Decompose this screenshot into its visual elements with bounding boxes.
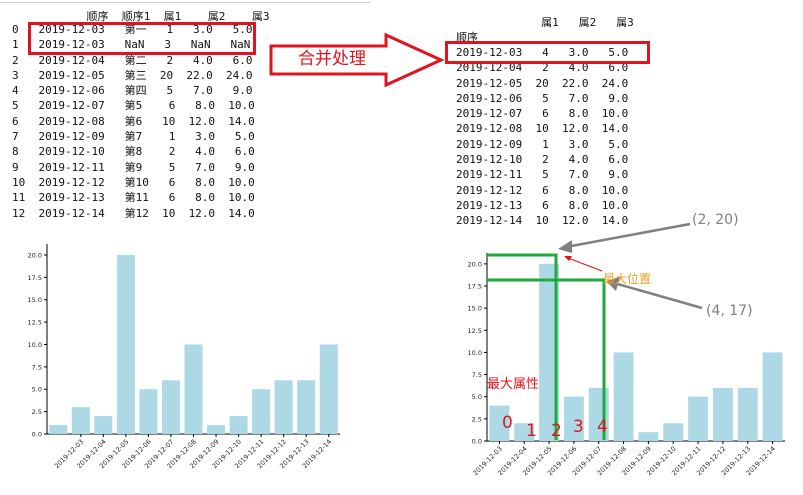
right-chart-ytick-label-8: 20.0 (468, 260, 482, 268)
left-table-row-4: 4 2019-12-06 第四 5 7.0 9.0 (12, 84, 253, 98)
left-table-row-5: 5 2019-12-07 第5 6 8.0 10.0 (12, 99, 255, 113)
right-chart-bar-3 (563, 396, 584, 441)
left-table: 0 2019-12-03 第一 1 3.0 5.0 1 2019-12-03 Na… (12, 22, 255, 221)
gray-arrow-a-head (558, 240, 572, 253)
left-chart-bar-4 (139, 389, 158, 434)
right-table-row-4: 2019-12-07 6 8.0 10.0 (456, 107, 629, 121)
left-chart-bar-7 (207, 425, 226, 434)
index-label-4: 4 (597, 417, 608, 437)
left-chart-bar-5 (161, 380, 180, 434)
gray-arrow-b (613, 281, 703, 310)
right-chart-ytick-label-5: 12.5 (468, 327, 482, 335)
right-table-index-label: 顺序 (456, 31, 478, 44)
right-chart-ytick-label-2: 5.0 (472, 393, 482, 401)
left-highlight-box (28, 22, 256, 55)
right-table-row-2: 2019-12-05 20 22.0 24.0 (456, 76, 629, 90)
merge-arrow (269, 32, 445, 88)
right-table-row-6: 2019-12-09 1 3.0 5.0 (456, 137, 629, 151)
green-guide-max (487, 253, 558, 440)
left-chart-ytick-label-7: 17.5 (28, 274, 42, 282)
left-table-row-8: 8 2019-12-10 第8 2 4.0 6.0 (12, 145, 255, 159)
left-table-row-7: 7 2019-12-09 第7 1 3.0 5.0 (12, 130, 255, 144)
coord-label-b: (4, 17) (706, 303, 753, 319)
left-table-header: 顺序 顺序1 属1 属2 属3 (60, 10, 270, 23)
left-chart-bar-2 (94, 416, 113, 434)
left-table-row-12: 12 2019-12-14 第12 10 12.0 14.0 (12, 206, 255, 220)
red-pointer-arrow (567, 257, 603, 272)
right-chart-ytick-label-0: 0.0 (472, 438, 482, 446)
right-table-row-10: 2019-12-13 6 8.0 10.0 (456, 198, 629, 212)
index-label-3: 3 (573, 417, 584, 437)
right-chart-ytick-label-3: 7.5 (472, 371, 482, 379)
right-table: 2019-12-03 4 3.0 5.0 2019-12-04 2 4.0 6.0… (456, 45, 628, 229)
right-chart-bar-0 (489, 405, 510, 441)
right-table-row-3: 2019-12-06 5 7.0 9.0 (456, 91, 629, 105)
left-table-row-1: 1 2019-12-03 NaN 3 NaN NaN (12, 38, 251, 52)
right-table-row-11: 2019-12-14 10 12.0 14.0 (456, 214, 629, 228)
max-position-label: 最大位置 (603, 272, 652, 286)
gray-arrow-b-head (606, 277, 620, 291)
left-table-row-6: 6 2019-12-08 第6 10 12.0 14.0 (12, 114, 255, 128)
right-chart-bar-11 (762, 352, 783, 441)
right-table-row-1: 2019-12-04 2 4.0 6.0 (456, 61, 629, 75)
left-chart-bar-10 (274, 380, 293, 434)
max-attribute-label: 最大属性 (487, 377, 540, 392)
right-table-row-9: 2019-12-12 6 8.0 10.0 (456, 183, 629, 197)
right-table-header: 属1 属2 属3 (455, 16, 634, 29)
left-chart-bar-6 (184, 344, 203, 434)
left-chart-ytick-label-8: 20.0 (28, 251, 42, 259)
green-guide-second (487, 278, 606, 440)
right-table-row-0: 2019-12-03 4 3.0 5.0 (456, 46, 629, 59)
left-table-row-10: 10 2019-12-12 第10 6 8.0 10.0 (12, 175, 255, 189)
right-chart-bar-1 (514, 423, 535, 441)
merge-label: 合并处理 (298, 49, 366, 69)
right-chart-bar-8 (688, 396, 709, 441)
right-chart-bar-6 (638, 432, 659, 441)
right-chart-ytick-label-1: 2.5 (472, 415, 482, 423)
left-chart-ytick-label-0: 0.0 (32, 431, 42, 439)
left-chart-ytick-label-1: 2.5 (32, 408, 42, 416)
coord-label-a: (2, 20) (692, 212, 739, 228)
left-chart-ytick-label-6: 15.0 (28, 296, 42, 304)
right-highlight-box (445, 41, 650, 64)
red-pointer-head (564, 256, 572, 261)
right-table-row-7: 2019-12-10 2 4.0 6.0 (456, 153, 629, 167)
left-chart-bar-1 (71, 407, 90, 434)
right-table-row-5: 2019-12-08 10 12.0 14.0 (456, 122, 629, 136)
left-table-row-11: 11 2019-12-13 第11 6 8.0 10.0 (12, 191, 255, 205)
left-chart-ytick-label-5: 12.5 (28, 319, 42, 327)
index-label-1: 1 (526, 421, 537, 441)
right-chart-bar-5 (613, 352, 634, 441)
index-label-0: 0 (502, 413, 513, 433)
left-table-row-0: 0 2019-12-03 第一 1 3.0 5.0 (12, 23, 253, 36)
left-chart-bar-11 (297, 380, 316, 434)
left-chart-ytick-label-4: 10.0 (28, 341, 42, 349)
right-chart-bar-2 (539, 263, 560, 441)
left-chart-bar-0 (49, 425, 68, 434)
left-table-row-3: 3 2019-12-05 第三 20 22.0 24.0 (12, 68, 253, 82)
top-divider (0, 2, 370, 3)
left-chart-bar-12 (319, 344, 338, 434)
right-chart-bar-10 (737, 387, 758, 441)
right-chart-bar-9 (712, 387, 733, 441)
gray-arrow-a (565, 222, 691, 249)
right-chart-ytick-label-4: 10.0 (468, 349, 482, 357)
left-table-row-9: 9 2019-12-11 第9 5 7.0 9.0 (12, 160, 255, 174)
left-chart-bar-8 (229, 416, 248, 434)
right-chart-ytick-label-7: 17.5 (468, 283, 482, 291)
left-chart-bar-9 (252, 389, 271, 434)
right-chart-ytick-label-6: 15.0 (468, 305, 482, 313)
left-chart-ytick-label-2: 5.0 (32, 386, 42, 394)
left-chart-ytick-label-3: 7.5 (32, 363, 42, 371)
left-table-row-2: 2 2019-12-04 第二 2 4.0 6.0 (12, 53, 253, 67)
left-chart-bar-3 (116, 254, 135, 434)
index-label-2: 2 (551, 421, 562, 441)
right-table-row-8: 2019-12-11 5 7.0 9.0 (456, 168, 629, 182)
left-bar-chart: 0.02.55.07.510.012.515.017.520.02019-12-… (28, 244, 340, 470)
right-chart-bar-7 (663, 423, 684, 441)
